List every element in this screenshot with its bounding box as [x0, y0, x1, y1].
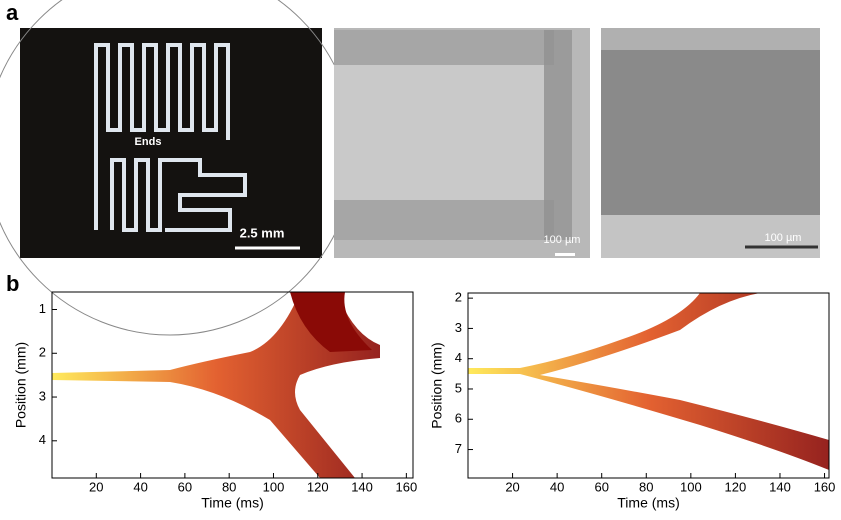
x-tick-label: 120: [307, 479, 329, 494]
y-tick-label: 2: [455, 290, 462, 305]
x-tick-label: 160: [814, 479, 836, 494]
y-axis-label: Position (mm): [13, 342, 29, 428]
y-tick-label: 4: [39, 432, 46, 447]
x-tick-label: 140: [351, 479, 373, 494]
x-tick-label: 60: [178, 479, 192, 494]
panel-label: b: [6, 271, 19, 296]
y-tick-label: 3: [455, 320, 462, 335]
channel-photo: 100 µm: [334, 28, 590, 258]
y-tick-label: 2: [39, 345, 46, 360]
x-tick-label: 20: [89, 479, 103, 494]
x-tick-label: 100: [680, 479, 702, 494]
x-axis-label: Time (ms): [201, 495, 263, 511]
scale-label: 100 µm: [765, 232, 802, 244]
y-tick-label: 4: [455, 350, 462, 365]
heatmap-trace: [52, 292, 829, 478]
x-tick-label: 40: [550, 479, 564, 494]
y-tick-label: 7: [455, 441, 462, 456]
y-tick-label: 5: [455, 380, 462, 395]
plot-frame: [467, 292, 830, 479]
panel-label: a: [6, 0, 19, 25]
y-tick-label: 3: [39, 388, 46, 403]
x-tick-label: 60: [594, 479, 608, 494]
annotation: Ends: [135, 136, 162, 148]
x-tick-label: 80: [222, 479, 236, 494]
x-tick-label: 160: [396, 479, 418, 494]
x-tick-label: 100: [263, 479, 285, 494]
x-axis-label: Time (ms): [617, 495, 679, 511]
x-tick-label: 120: [725, 479, 747, 494]
x-tick-label: 80: [639, 479, 653, 494]
scale-label: 2.5 mm: [240, 225, 285, 240]
cell-photo: 100 µm: [601, 28, 820, 258]
x-tick-label: 140: [769, 479, 791, 494]
device-photo: Ends 2.5 mm: [0, 0, 356, 336]
y-tick-label: 6: [455, 411, 462, 426]
y-tick-label: 1: [39, 301, 46, 316]
plot-frame: [51, 291, 414, 479]
x-tick-label: 20: [505, 479, 519, 494]
x-tick-label: 40: [133, 479, 147, 494]
y-axis-label: Position (mm): [429, 342, 445, 428]
scale-label: 100 µm: [544, 234, 581, 246]
